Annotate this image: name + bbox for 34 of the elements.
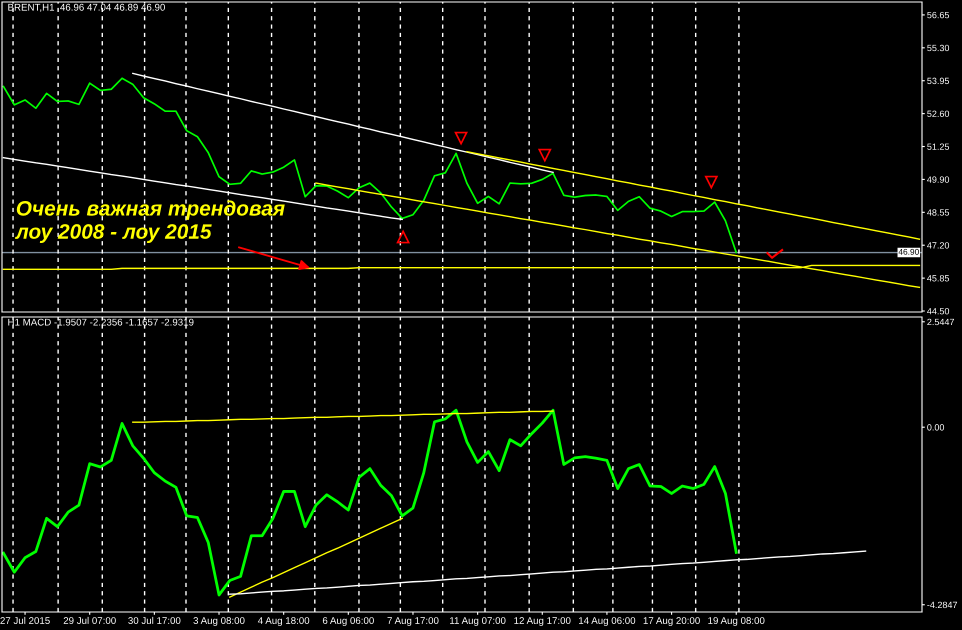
y-tick-label: 47.20: [927, 242, 950, 249]
x-tick-label: 12 Aug 17:00: [514, 617, 571, 626]
y-tick-label: 49.90: [927, 176, 950, 183]
ref-line-label: 46.90: [898, 248, 919, 255]
x-tick-label: 7 Aug 17:00: [388, 617, 439, 626]
x-tick-label: 6 Aug 06:00: [322, 617, 374, 626]
y-tick-label: 48.55: [927, 209, 950, 216]
line-series: [2, 408, 738, 596]
x-tick-label: 17 Aug 20:00: [644, 617, 700, 626]
line-series: [229, 518, 403, 598]
chart-title: H1 MACD -1.9507 -2.2356 -1.1657 -2.9319: [8, 318, 194, 326]
x-tick-label: 30 Jul 17:00: [128, 616, 180, 624]
y-tick-label: 53.95: [927, 78, 950, 84]
y-tick-label: 44.50: [927, 308, 950, 314]
x-tick-label: 3 Aug 08:00: [193, 617, 245, 626]
y-tick-label: 45.85: [927, 275, 950, 282]
annotation: Очень важная трендовая лоу 2008 - лоу 2015: [14, 200, 285, 244]
y-tick-label: 2.5447: [927, 318, 954, 326]
x-tick-label: 4 Aug 18:00: [258, 617, 310, 626]
x-tick-label: 14 Aug 06:00: [579, 617, 636, 626]
x-tick-label: 19 Aug 08:00: [708, 617, 765, 626]
y-tick-label: 55.30: [927, 44, 950, 52]
y-tick-label: 56.65: [927, 12, 950, 18]
line-series: [2, 77, 738, 254]
y-tick-label: -4.2847: [927, 602, 958, 608]
x-tick-label: 27 Jul 2015: [0, 616, 50, 624]
x-tick-label: 11 Aug 07:00: [450, 617, 506, 626]
line-series: [466, 150, 920, 240]
y-tick-label: 52.60: [927, 110, 950, 117]
y-tick-label: 51.25: [927, 143, 950, 150]
x-tick-label: 29 Jul 07:00: [64, 616, 116, 624]
y-tick-label: 0.00: [927, 424, 944, 431]
chart-title: BRENT,H1 46.96 47.04 46.89 46.90: [8, 4, 165, 12]
line-series: [132, 410, 554, 423]
